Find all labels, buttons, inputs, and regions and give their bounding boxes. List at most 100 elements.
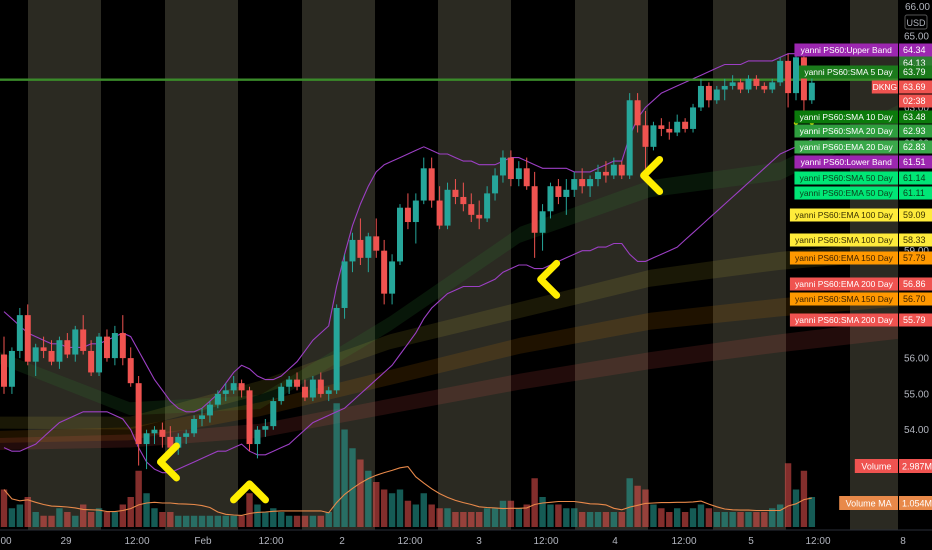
volume-bar-70 [555, 504, 562, 527]
candle-23 [183, 429, 190, 445]
legend-label: yanni PS60:SMA 20 Day [800, 126, 894, 136]
time-tick-label-8: 12:00 [533, 536, 558, 547]
time-tick-label-1: 29 [60, 536, 72, 547]
candle-body [745, 78, 752, 90]
candle-53 [420, 157, 427, 205]
candle-66 [523, 157, 530, 190]
candle-11 [88, 340, 95, 377]
legend-value: 57.79 [903, 253, 926, 263]
candle-40 [317, 372, 324, 398]
candle-87 [690, 103, 697, 133]
candle-33 [262, 418, 269, 437]
time-tick-label-0: 00 [0, 536, 12, 547]
volume-legend-item-0: Volume 2.987M [854, 459, 932, 473]
candle-body [658, 125, 665, 129]
volume-bars [0, 403, 816, 527]
candle-body [262, 426, 269, 430]
legend-label-bg [789, 251, 898, 265]
legend-label: yanni PS60:Upper Band [801, 45, 892, 55]
legend-item-9: yanni PS60:SMA 50 Day 61.14 [794, 171, 932, 185]
candle-3 [24, 304, 31, 366]
upper-band [3, 46, 813, 413]
volume-bar-31 [246, 493, 253, 527]
volume-bar-84 [666, 512, 673, 527]
candle-body [499, 157, 506, 176]
legend-value: 59.09 [903, 210, 926, 220]
volume-bar-62 [491, 508, 499, 527]
time-axis-panel[interactable] [0, 530, 932, 550]
legend-label-bg [789, 277, 898, 291]
volume-bar-50 [396, 489, 404, 527]
volume-bar-96 [761, 512, 768, 527]
legend-item-10: yanni PS60:EMA 50 Day 61.11 [794, 186, 932, 200]
candle-19 [151, 426, 158, 445]
legend-item-4: 02:38 [899, 94, 932, 108]
volume-legend-label-bg [854, 459, 898, 473]
legend-label: yanni PS60:SMA 200 Day [795, 315, 894, 325]
volume-bar-22 [175, 515, 182, 527]
volume-bar-89 [705, 508, 713, 527]
candle-body [294, 379, 301, 387]
volume-bar-29 [230, 515, 237, 527]
candle-body [634, 100, 641, 126]
volume-ma-polyline [3, 466, 812, 516]
legend-label: yanni PS60:SMA 100 Day [795, 235, 894, 245]
legend-value: 55.79 [903, 315, 926, 325]
candle-body [571, 179, 578, 190]
legend-item-3: DKNG 63.69 [871, 80, 932, 94]
candle-body [32, 347, 39, 362]
candle-32 [254, 426, 261, 459]
volume-bar-28 [222, 515, 229, 527]
volume-bar-78 [618, 512, 625, 527]
candle-body [452, 189, 459, 197]
time-tick-label-13: 8 [900, 536, 906, 547]
legend-value-bg [899, 94, 932, 108]
candle-100 [793, 53, 799, 101]
legend-label: yanni PS60:SMA 10 Day [800, 112, 894, 122]
time-tick-label-5: 2 [339, 536, 345, 547]
price-tick-label-2: 54.00 [904, 425, 929, 436]
time-tick-label-11: 5 [748, 536, 754, 547]
candle-13 [103, 329, 110, 362]
legend-label: yanni PS60:EMA 100 Day [795, 210, 894, 220]
volume-bar-74 [586, 512, 594, 527]
currency-label: USD [906, 18, 926, 28]
candle-body [88, 350, 95, 373]
legend-item-2: yanni PS60:SMA 5 Day 63.79 [799, 65, 932, 79]
candle-83 [658, 118, 665, 137]
volume-bar-10 [80, 504, 87, 527]
candle-body [325, 390, 332, 394]
price-tick-label-4: 56.00 [904, 354, 929, 365]
candle-60 [476, 200, 483, 230]
candle-body [333, 307, 340, 391]
candle-98 [777, 57, 784, 86]
volume-bar-94 [745, 512, 752, 527]
candle-75 [595, 164, 601, 187]
candle-body [317, 379, 324, 394]
candle-body [555, 186, 562, 197]
candle-body [713, 89, 720, 101]
time-tick-label-6: 12:00 [397, 536, 422, 547]
legend-label: yanni PS60:EMA 20 Day [800, 142, 894, 152]
candle-body [270, 401, 277, 427]
volume-legend-value: 2.987M [902, 462, 932, 472]
legend-item-16: yanni PS60:SMA 200 Day 55.79 [789, 313, 932, 327]
volume-bar-63 [499, 500, 507, 527]
candle-body [539, 211, 546, 233]
candle-80 [634, 93, 641, 133]
volume-bar-14 [111, 512, 119, 527]
legend-value-bg [899, 140, 932, 154]
legend-item-14: yanni PS60:EMA 200 Day 56.86 [789, 277, 932, 291]
candle-42 [333, 304, 340, 394]
candle-body [254, 429, 261, 445]
legend-item-8: yanni PS60:Lower Band 61.51 [794, 155, 932, 169]
legend-value-bg [899, 110, 932, 124]
candle-body [286, 379, 293, 387]
candle-88 [697, 78, 704, 112]
candle-body [16, 315, 23, 351]
candle-12 [96, 333, 103, 377]
price-axis-panel[interactable] [898, 0, 932, 530]
volume-bar-32 [254, 504, 261, 527]
candle-36 [286, 376, 293, 394]
